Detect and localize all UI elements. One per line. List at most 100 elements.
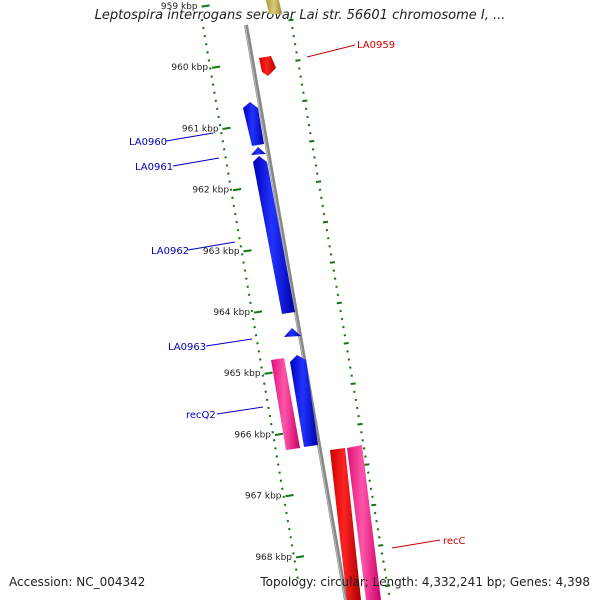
track-dot bbox=[220, 131, 223, 135]
track-dot bbox=[274, 447, 277, 450]
track-dot bbox=[299, 75, 302, 78]
track-dot bbox=[371, 495, 374, 499]
track-dot bbox=[275, 455, 279, 458]
track-dot bbox=[360, 430, 363, 434]
track-dot bbox=[329, 261, 336, 264]
track-dot bbox=[336, 301, 342, 305]
track-dot bbox=[238, 236, 241, 240]
track-dot bbox=[355, 406, 359, 410]
track-dot bbox=[265, 398, 269, 402]
genome-backbone bbox=[244, 24, 348, 600]
track-dot bbox=[320, 196, 323, 200]
track-dot bbox=[343, 333, 347, 337]
scale-label: 966 kbp bbox=[234, 430, 271, 440]
track-dot bbox=[287, 527, 291, 531]
track-dot bbox=[258, 358, 262, 361]
track-dot bbox=[222, 148, 226, 151]
track-dot bbox=[236, 228, 240, 232]
scale-label: 959 kbp bbox=[161, 2, 198, 12]
track-dot bbox=[322, 220, 329, 224]
track-dot bbox=[318, 188, 322, 192]
track-dot bbox=[309, 131, 312, 135]
scale-ticks: 959 kbp 960 kbp 961 kbp 962 kbp 963 kbp 964 k… bbox=[161, 2, 305, 563]
scale-tick bbox=[243, 249, 252, 253]
gene-top-partial[interactable] bbox=[266, 0, 282, 14]
track-dot bbox=[361, 439, 365, 442]
track-dot bbox=[311, 148, 315, 151]
label-recQ2[interactable]: recQ2 bbox=[186, 410, 216, 421]
scale-tick bbox=[253, 310, 263, 314]
track-dot bbox=[214, 99, 218, 103]
track-dot bbox=[383, 568, 387, 571]
track-dot bbox=[278, 471, 281, 474]
gene-LA0962[interactable] bbox=[253, 156, 295, 314]
gene-recQ2-pink[interactable] bbox=[271, 358, 300, 450]
track-dot bbox=[349, 366, 352, 369]
outer-dotted-track bbox=[288, 18, 391, 596]
track-dot bbox=[206, 51, 209, 54]
label-LA0961[interactable]: LA0961 bbox=[135, 162, 173, 173]
track-dot bbox=[378, 544, 384, 547]
gene-recC-red[interactable] bbox=[330, 448, 361, 600]
track-dot bbox=[340, 317, 344, 321]
track-dot bbox=[368, 479, 371, 482]
track-dot bbox=[246, 285, 250, 288]
track-dot bbox=[375, 519, 378, 523]
track-dot bbox=[215, 107, 219, 111]
track-dot bbox=[240, 253, 244, 256]
connector-LA0963 bbox=[205, 338, 253, 347]
track-dot bbox=[302, 91, 305, 95]
track-dot bbox=[302, 99, 308, 103]
track-dot bbox=[267, 406, 270, 410]
track-dot bbox=[218, 123, 222, 127]
track-dot bbox=[292, 552, 295, 555]
gene-LA0959[interactable] bbox=[259, 56, 276, 76]
track-dot bbox=[321, 204, 325, 208]
track-dot bbox=[233, 212, 237, 216]
scale-tick bbox=[201, 4, 210, 8]
track-dot bbox=[247, 293, 251, 297]
track-dot bbox=[269, 422, 273, 426]
track-dot bbox=[371, 503, 377, 507]
scale-label: 964 kbp bbox=[213, 308, 250, 318]
connector-LA0961 bbox=[172, 157, 220, 167]
track-dot bbox=[335, 285, 338, 288]
track-dot bbox=[261, 374, 265, 377]
gene-blue-block[interactable] bbox=[290, 355, 318, 447]
track-dot bbox=[235, 220, 238, 224]
gene-LA0963[interactable] bbox=[284, 328, 301, 337]
track-dot bbox=[313, 156, 316, 159]
label-LA0959[interactable]: LA0959 bbox=[357, 40, 395, 51]
gene-recC-pink[interactable] bbox=[347, 445, 381, 600]
accession-text: Accession: NC_004342 bbox=[9, 575, 146, 589]
track-dot bbox=[350, 374, 353, 377]
track-dot bbox=[297, 67, 301, 70]
track-dot bbox=[369, 487, 373, 491]
track-dot bbox=[378, 536, 381, 539]
gene-LA0960[interactable] bbox=[243, 102, 264, 146]
track-dot bbox=[309, 139, 315, 143]
track-dot bbox=[314, 164, 318, 167]
scale-tick bbox=[285, 494, 294, 498]
track-dot bbox=[366, 471, 370, 474]
track-dot bbox=[322, 212, 326, 216]
track-dot bbox=[332, 269, 336, 272]
track-dot bbox=[272, 439, 276, 442]
track-dot bbox=[290, 544, 294, 547]
track-dot bbox=[346, 350, 349, 353]
track-dot bbox=[328, 245, 331, 248]
label-LA0962[interactable]: LA0962 bbox=[151, 246, 189, 257]
track-dot bbox=[264, 390, 268, 394]
label-recC[interactable]: recC bbox=[443, 536, 466, 547]
track-dot bbox=[329, 253, 333, 256]
label-LA0963[interactable]: LA0963 bbox=[168, 342, 206, 353]
genome-backbone-highlight bbox=[244, 24, 346, 600]
track-dot bbox=[225, 164, 229, 167]
track-dot bbox=[229, 188, 233, 191]
track-dot bbox=[213, 91, 216, 94]
label-LA0960[interactable]: LA0960 bbox=[129, 137, 167, 148]
gene-LA0961[interactable] bbox=[251, 147, 266, 155]
track-dot bbox=[253, 325, 256, 329]
track-dot bbox=[207, 59, 211, 62]
